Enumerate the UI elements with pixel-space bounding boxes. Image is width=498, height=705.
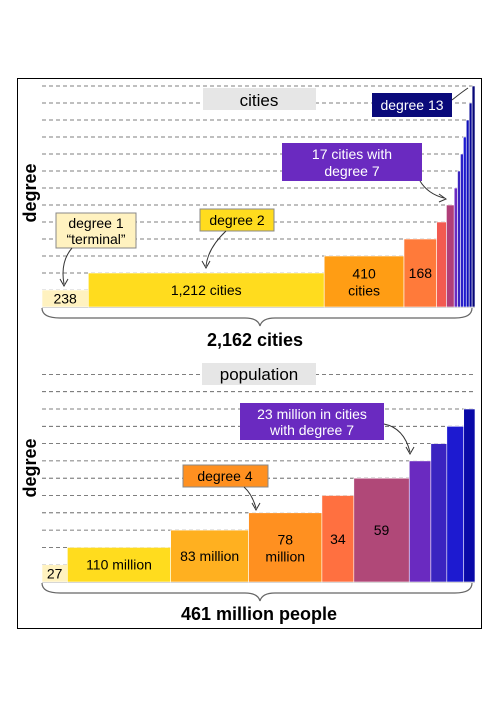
annotation-population-degree-7-arrow	[383, 423, 411, 453]
annotation-degree-13-text: degree 13	[380, 97, 443, 113]
population-bar-label-degree-4: 78	[277, 531, 293, 547]
cities-y-axis-label: degree	[20, 163, 40, 222]
annotation-degree-4-box	[182, 464, 269, 488]
annotation-population-degree-7-line1: 23 million in cities	[257, 406, 367, 422]
cities-bar-degree-13	[471, 85, 476, 308]
population-bar-label-degree-6: 59	[374, 522, 390, 538]
annotation-degree-7-arrowhead	[438, 193, 448, 203]
cities-bar-degree-5	[436, 221, 447, 308]
population-bar-label-degree-2: 110 million	[86, 557, 152, 573]
cities-bar-degree-10	[463, 136, 467, 308]
annotation-degree-2-arrowhead	[201, 260, 211, 270]
cities-total-label: 2,162 cities	[207, 330, 303, 350]
annotation-degree-4-arrow	[243, 486, 257, 509]
cities-bar-degree-6	[446, 204, 455, 308]
population-y-axis-label: degree	[20, 438, 40, 497]
annotation-degree-1-arrowhead	[59, 278, 69, 288]
population-bar-label-degree-5: 34	[330, 531, 346, 547]
population-bar-degree-7	[408, 460, 432, 583]
cities-bar-degree-11	[465, 119, 470, 308]
population-bar-degree-9	[446, 425, 465, 583]
cities-bar-degree-7	[453, 187, 458, 308]
annotation-degree-13-arrow	[451, 87, 469, 101]
cities-bar-degree-9	[460, 153, 464, 308]
annotation-degree-13-box	[372, 93, 452, 117]
cities-bar-degree-4	[403, 238, 437, 308]
annotation-population-degree-7-box	[240, 403, 384, 440]
cities-bar-label-degree-3: cities	[348, 283, 380, 299]
population-bar-label-degree-4: million	[265, 548, 305, 564]
population-bar-degree-10	[463, 408, 476, 583]
population-total-label: 461 million people	[181, 604, 337, 624]
population-bar-degree-8	[430, 443, 448, 583]
cities-bar-label-degree-3: 410	[352, 266, 376, 282]
annotation-population-degree-7-line2: with degree 7	[269, 422, 354, 438]
population-label-box	[202, 363, 316, 385]
cities-brace	[41, 307, 473, 327]
annotation-degree-1-arrow	[62, 247, 73, 285]
population-brace	[41, 582, 473, 602]
annotation-degree-7-line2: degree 7	[324, 163, 379, 179]
annotation-degree-7-arrow	[419, 180, 445, 199]
population-bar-degree-2	[67, 547, 171, 583]
population-bar-label-degree-3: 83 million	[180, 548, 239, 564]
annotation-degree-1-line2: “terminal”	[66, 231, 125, 247]
cities-bar-degree-12	[468, 102, 473, 308]
annotation-degree-2-arrow	[205, 230, 227, 267]
population-label: population	[220, 365, 298, 384]
cities-label-box	[203, 88, 316, 110]
cities-bar-label-degree-2: 1,212 cities	[171, 282, 242, 298]
annotation-degree-2-box	[199, 208, 275, 232]
cities-bars	[41, 85, 476, 308]
annotation-population-degree-7-arrowhead	[405, 446, 415, 456]
cities-bar-degree-8	[457, 170, 461, 308]
population-bar-degree-6	[353, 477, 410, 583]
cities-label: cities	[240, 91, 279, 110]
annotation-degree-7-line1: 17 cities with	[312, 146, 392, 162]
population-bar-degree-5	[321, 495, 355, 583]
annotation-degree-7-box	[282, 143, 422, 181]
annotation-degree-2-text: degree 2	[209, 212, 264, 228]
population-bars	[41, 408, 476, 583]
cities-bar-label-degree-4: 168	[409, 265, 433, 281]
population-bar-label-degree-1: 27	[47, 565, 63, 581]
annotation-degree-4-arrowhead	[251, 502, 261, 512]
annotation-degree-1-line1: degree 1	[68, 215, 123, 231]
population-bar-degree-3	[170, 529, 249, 583]
figure-frame	[17, 78, 482, 629]
annotation-degree-4-text: degree 4	[197, 468, 252, 484]
cities-bar-degree-3	[323, 255, 405, 308]
cities-bar-degree-2	[88, 272, 325, 308]
annotation-degree-1-box	[55, 212, 137, 249]
cities-bar-label-degree-1: 238	[53, 291, 77, 307]
